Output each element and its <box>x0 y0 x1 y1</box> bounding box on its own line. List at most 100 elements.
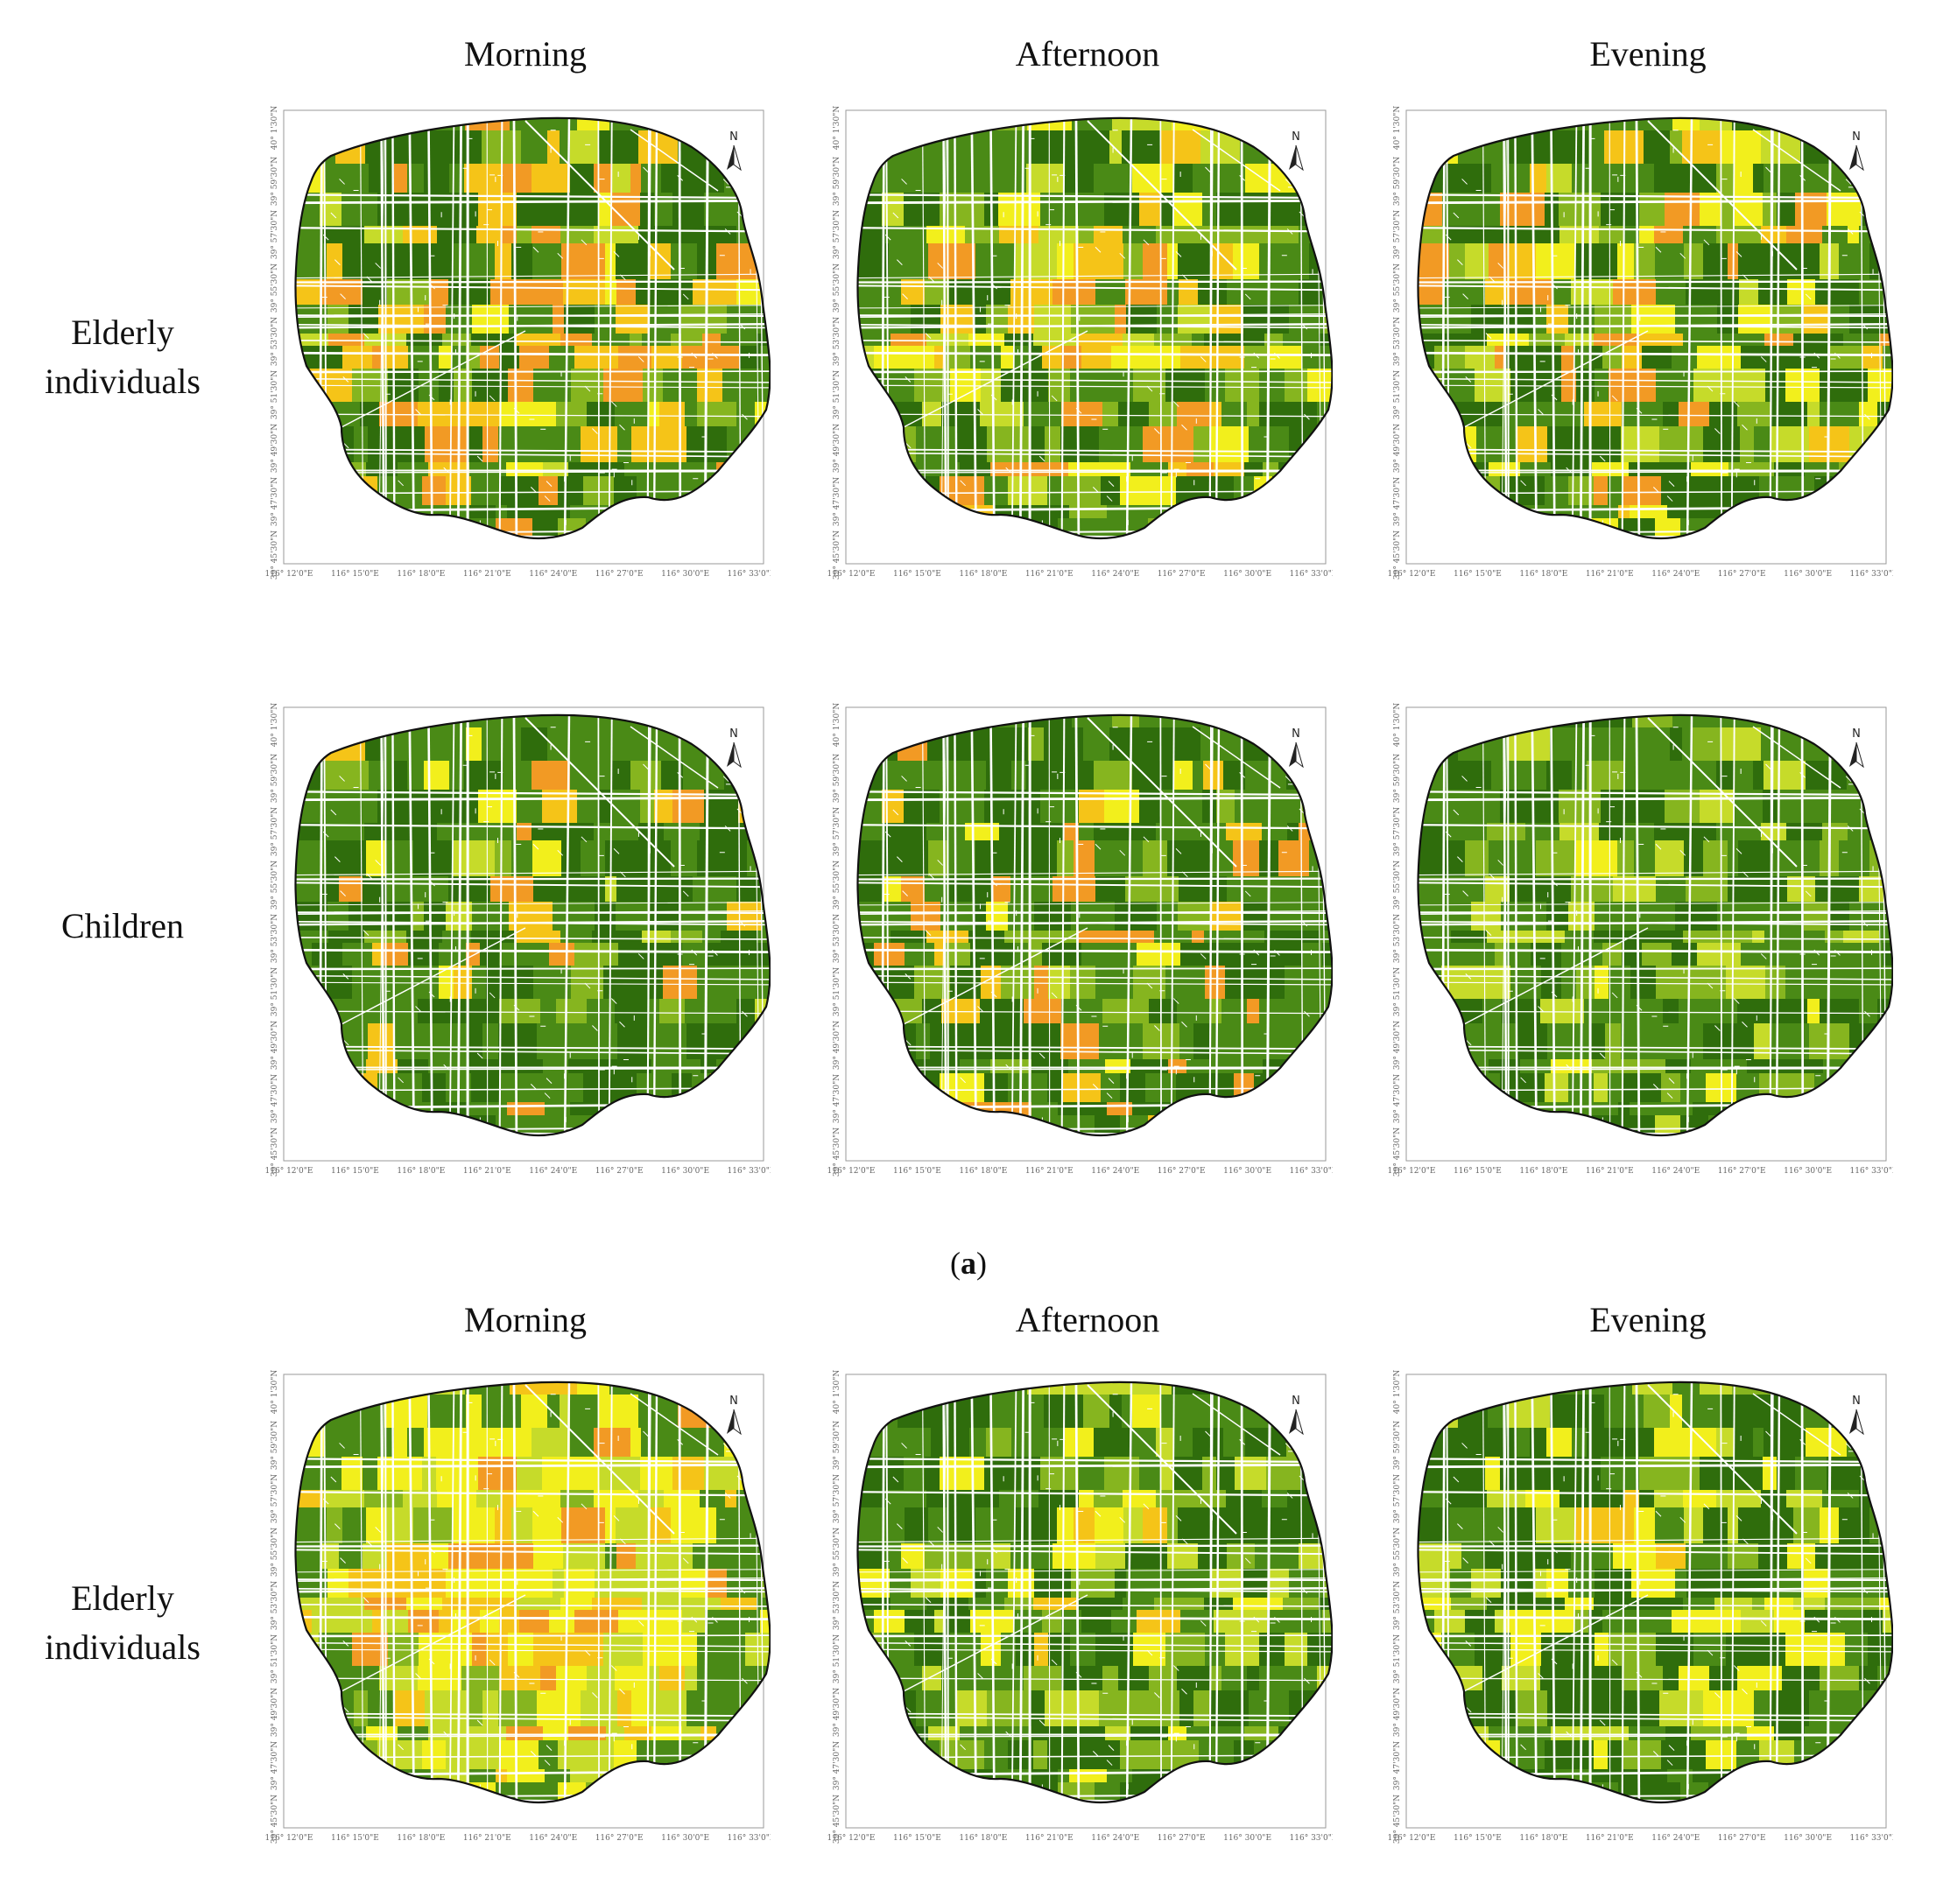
y-tick-label: 39° 59'30"N <box>1393 157 1402 206</box>
block <box>1418 279 1444 306</box>
block <box>1132 727 1162 762</box>
x-tick-label: 116° 33'0"E <box>728 1834 771 1843</box>
block <box>637 1782 651 1802</box>
block <box>1418 369 1442 403</box>
block <box>650 1115 679 1135</box>
block <box>1721 547 1740 569</box>
block <box>1888 1457 1893 1491</box>
block <box>616 902 649 931</box>
block <box>1471 902 1502 931</box>
block <box>942 1144 986 1166</box>
block <box>891 1598 927 1611</box>
block <box>760 943 771 966</box>
block <box>422 1073 447 1103</box>
y-tick-label: 39° 45'30"N <box>271 530 279 580</box>
block <box>289 1144 331 1166</box>
block <box>467 1144 501 1166</box>
block <box>710 1740 755 1770</box>
block <box>486 1633 509 1667</box>
block <box>539 1740 559 1770</box>
x-tick-label: 116° 27'0"E <box>1718 570 1766 579</box>
block <box>1533 1381 1548 1395</box>
block <box>1418 876 1444 903</box>
block <box>1259 1666 1299 1691</box>
block <box>1451 1598 1488 1611</box>
block <box>1776 1811 1806 1833</box>
block <box>1418 902 1451 931</box>
block <box>1424 518 1463 538</box>
block <box>1010 1543 1053 1570</box>
block <box>1418 727 1442 762</box>
block <box>1793 1507 1820 1544</box>
block <box>454 1633 473 1667</box>
block <box>1461 876 1486 903</box>
block <box>1883 346 1893 369</box>
block <box>386 243 414 280</box>
block <box>411 518 428 538</box>
block <box>1047 1740 1062 1770</box>
block <box>500 547 533 569</box>
block <box>1533 117 1548 131</box>
block <box>1550 518 1574 538</box>
block <box>564 902 595 931</box>
block <box>436 193 479 227</box>
block <box>1552 876 1572 903</box>
choropleth-blocks <box>289 714 771 1166</box>
block <box>650 1782 679 1802</box>
block <box>1700 193 1721 227</box>
block <box>384 1395 428 1429</box>
block <box>389 505 432 519</box>
block <box>1747 462 1775 477</box>
block <box>919 1782 938 1802</box>
block <box>1418 1490 1447 1508</box>
block <box>1179 1023 1194 1060</box>
block <box>1143 840 1168 877</box>
block <box>1095 1144 1140 1166</box>
block <box>1034 902 1072 931</box>
block <box>1255 279 1299 306</box>
block <box>574 1610 619 1634</box>
block <box>486 966 509 1000</box>
block <box>1479 518 1498 538</box>
choropleth-blocks <box>295 1381 771 1802</box>
block <box>436 790 479 824</box>
block <box>946 346 971 369</box>
block <box>1143 1507 1168 1544</box>
block <box>289 547 331 569</box>
y-tick-label: 39° 49'30"N <box>1393 1021 1402 1070</box>
block <box>1828 1769 1849 1783</box>
block <box>857 1381 865 1395</box>
block <box>312 1610 343 1634</box>
block <box>929 505 952 519</box>
block <box>1590 1690 1606 1727</box>
block <box>496 1102 508 1116</box>
block <box>295 1690 323 1727</box>
block <box>333 1381 351 1395</box>
block <box>937 1115 974 1135</box>
block <box>695 1144 709 1166</box>
block <box>476 226 502 244</box>
block <box>295 727 320 762</box>
block <box>1132 1769 1174 1783</box>
block <box>430 1543 449 1570</box>
block <box>1721 1395 1762 1429</box>
block <box>1243 714 1257 728</box>
block <box>885 226 927 244</box>
block <box>1739 547 1777 569</box>
block <box>1594 931 1639 944</box>
block <box>1468 505 1490 519</box>
y-tick-label: 39° 45'30"N <box>271 1795 279 1844</box>
block <box>754 1073 771 1103</box>
block <box>1112 714 1140 728</box>
block <box>295 1381 303 1395</box>
y-tick-label: 39° 55'30"N <box>271 861 279 910</box>
block <box>1123 1598 1155 1611</box>
column-title-evening-a: Evening <box>1589 34 1707 74</box>
block <box>750 226 771 244</box>
block <box>1072 117 1113 131</box>
block <box>1418 226 1447 244</box>
block <box>648 902 682 931</box>
block <box>1861 790 1889 824</box>
block <box>1758 1543 1788 1570</box>
block <box>1173 505 1186 519</box>
